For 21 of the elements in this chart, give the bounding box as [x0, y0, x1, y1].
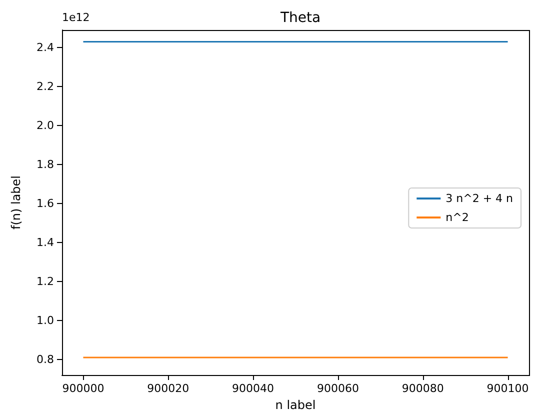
y-tick-label: 1.8: [36, 158, 54, 171]
x-axis-title: n label: [275, 398, 316, 412]
y-tick-label: 0.8: [36, 352, 54, 366]
x-tick-label: 900100: [486, 382, 529, 395]
x-tick-label: 900040: [232, 382, 274, 395]
x-tick-label: 900000: [62, 382, 104, 395]
x-tick-label: 900060: [316, 382, 359, 395]
y-tick-label: 2.4: [36, 41, 54, 54]
chart-title: Theta: [279, 10, 321, 26]
y-tick-label: 1.6: [36, 196, 54, 210]
legend-label: 3 n^2 + 4 n: [446, 192, 514, 205]
y-tick-label: 1.0: [36, 314, 54, 327]
x-tick-label: 900080: [402, 382, 444, 395]
y-tick-label: 2.2: [36, 80, 54, 94]
y-tick-label: 2.0: [36, 119, 54, 132]
y-axis-title: f(n) label: [9, 175, 23, 230]
y-tick-label: 1.4: [36, 236, 54, 249]
text: 1e12: [62, 11, 90, 24]
y-tick-label: 1.2: [36, 274, 54, 288]
legend-label: n^2: [446, 211, 469, 224]
x-tick-label: 900020: [147, 382, 190, 395]
